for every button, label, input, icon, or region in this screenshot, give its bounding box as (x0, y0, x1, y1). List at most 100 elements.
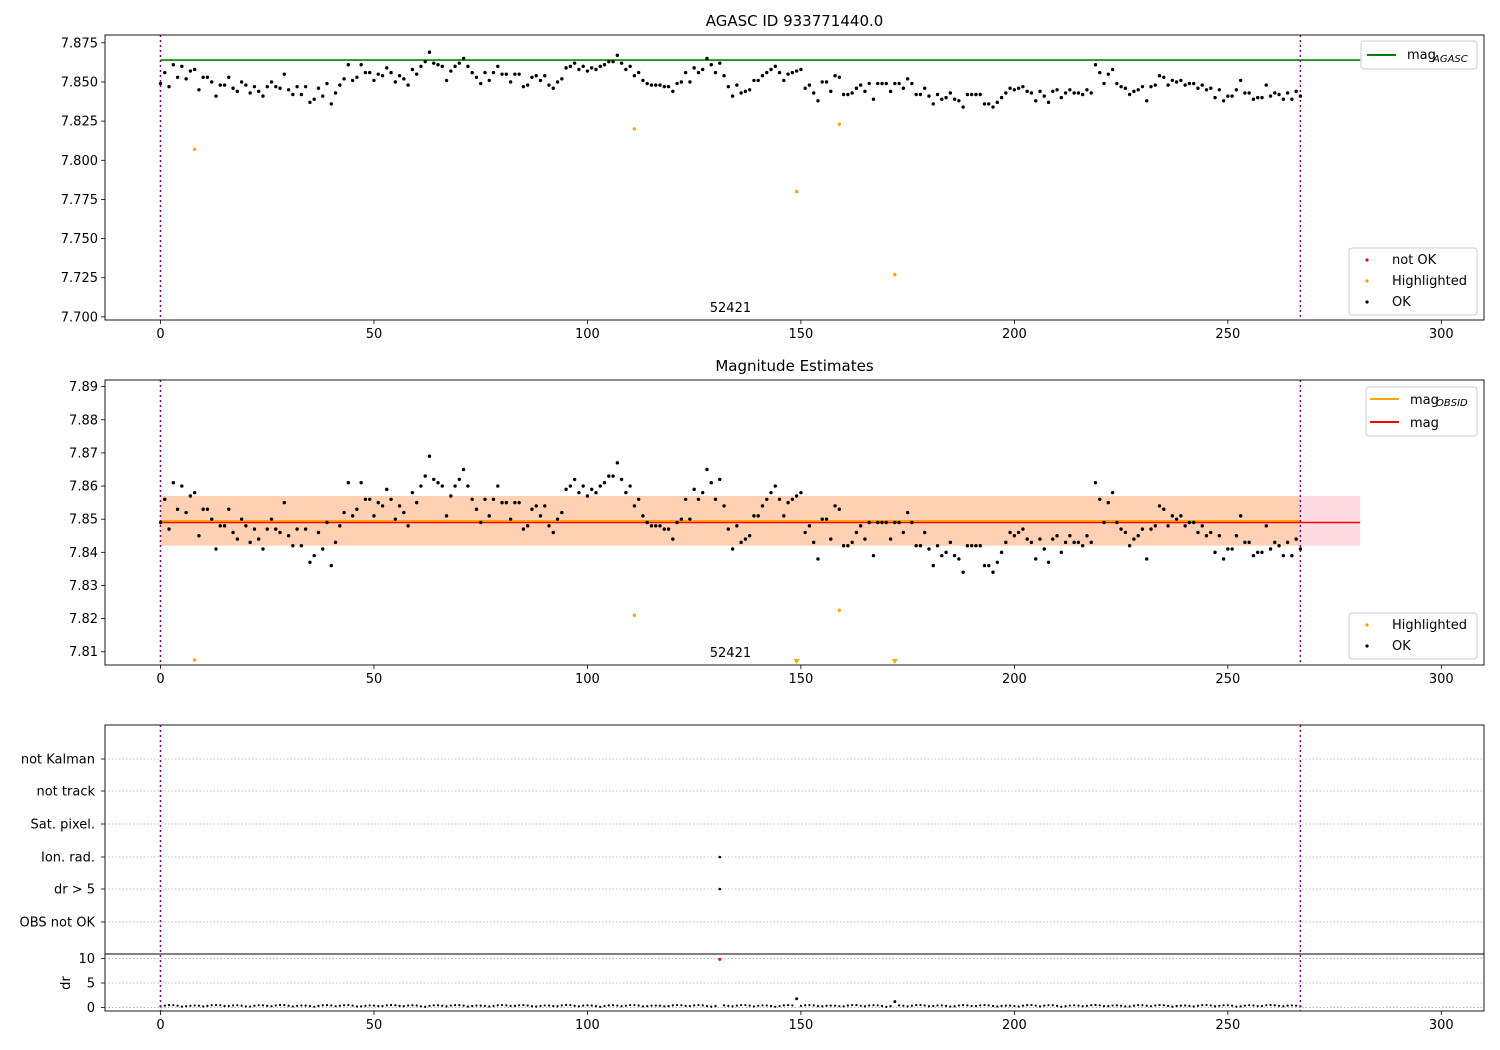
p2-xtick-label: 250 (1215, 672, 1240, 687)
p1-ok-point (594, 67, 598, 72)
p1-ok-point (1166, 83, 1170, 87)
p3-dr-point (727, 1004, 730, 1007)
p2-ok-point (765, 497, 769, 502)
p3-dr-highlight-point (893, 1000, 897, 1004)
p1-ok-point (380, 74, 385, 78)
p2-ytick-label: 7.84 (69, 546, 98, 561)
p2-ok-point (1085, 534, 1089, 538)
p1-ok-point (1025, 89, 1029, 94)
p3-dr-point (449, 1004, 452, 1007)
p2-ok-point (1162, 507, 1166, 511)
p1-ok-point (760, 74, 765, 78)
p2-ok-point (846, 543, 850, 548)
p1-ok-point (261, 94, 265, 98)
p1-xtick-label: 0 (156, 327, 164, 342)
p1-ok-point (927, 94, 931, 98)
p1-ok-point (1038, 89, 1042, 94)
p3-dr-point (658, 1004, 662, 1007)
p3-dr-point (1188, 1004, 1191, 1007)
p2-ok-point (705, 467, 709, 472)
p3-dr-point (786, 1004, 790, 1007)
p3-dr-point (330, 1004, 333, 1007)
p2-ok-point (995, 560, 999, 564)
p2-ok-point (1226, 547, 1230, 551)
p2-ok-point (935, 543, 940, 548)
p3-dr-point (441, 1004, 444, 1007)
p2-ok-point (256, 537, 261, 541)
p1-ok-point (479, 81, 483, 86)
p3-dr-point (701, 1004, 704, 1007)
p2-ok-point (722, 504, 726, 508)
p2-ok-point (171, 481, 176, 485)
p1-ok-point (265, 84, 269, 89)
p3-dr-point (923, 1004, 926, 1007)
p3-dr-point (564, 1003, 568, 1007)
p2-ok-point (1063, 540, 1068, 545)
p2-ok-point (530, 507, 534, 511)
p2-ok-point (624, 490, 628, 495)
p2-ok-point (376, 500, 380, 505)
p1-ok-point (551, 86, 555, 90)
p3-dr-point (398, 1004, 401, 1007)
p2-ok-point (547, 524, 551, 528)
p2-title: Magnitude Estimates (715, 357, 873, 375)
p1-ok-point (688, 80, 692, 84)
p1-ok-point (1021, 84, 1025, 89)
p3-dr-point (611, 1004, 615, 1007)
p1-ok-point (1119, 84, 1123, 89)
p2-ok-point (1238, 514, 1243, 518)
p1-ok-point (1213, 95, 1217, 100)
p1-ok-point (1098, 70, 1102, 75)
p2-ok-point (726, 527, 731, 531)
p1-ok-point (231, 86, 235, 90)
p2-ok-point (350, 514, 355, 518)
p2-ok-point (355, 507, 359, 511)
p2-ytick-label: 7.88 (69, 413, 98, 428)
p1-legend-label: OK (1392, 295, 1411, 310)
p3-xtick-label: 200 (1002, 1018, 1027, 1033)
p2-ok-point (210, 517, 214, 521)
p1-ok-point (923, 86, 927, 90)
p2-ok-point (184, 510, 188, 515)
p1-ok-point (504, 72, 509, 76)
p2-ok-point (479, 520, 483, 525)
p3-dr-point (483, 1004, 487, 1007)
p1-ok-point (513, 72, 517, 76)
p2-ytick-label: 7.89 (69, 380, 98, 395)
p2-ok-point (901, 530, 906, 535)
p2-ok-point (449, 494, 453, 498)
p3-dr-point (407, 1004, 410, 1007)
p1-ok-point (1110, 67, 1115, 72)
p3-dr-point (287, 1004, 290, 1007)
p2-ok-point (572, 477, 577, 482)
p3-dr-point (240, 1004, 243, 1007)
p1-ok-point (274, 84, 278, 89)
p1-ok-point (615, 53, 620, 58)
p1-ok-point (1230, 94, 1234, 98)
p1-ok-point (619, 61, 624, 65)
p3-dr-point (974, 1004, 978, 1008)
p2-highlighted-point (192, 658, 197, 662)
p3-dr-point (791, 1004, 794, 1007)
p2-ok-point (299, 543, 304, 548)
p3-dr-point (944, 1004, 948, 1007)
p3-xtick-label: 100 (575, 1018, 600, 1033)
p3-dr-point (979, 1004, 982, 1007)
p3-dr-point (573, 1004, 576, 1007)
p1-highlighted-point (794, 189, 799, 194)
p1-ok-point (163, 70, 167, 75)
p1-ok-point (790, 70, 795, 75)
p1-ok-point (901, 86, 906, 90)
p2-highlighted-point (837, 608, 842, 613)
p3-dr-point (991, 1004, 995, 1008)
p1-ytick-label: 7.825 (61, 115, 98, 130)
p3-dr-point (1282, 1005, 1285, 1008)
p2-ok-point (252, 527, 257, 531)
p1-ok-point (1034, 99, 1038, 103)
p1-xtick-label: 100 (575, 327, 600, 342)
p1-ok-point (974, 92, 978, 97)
p2-legend-label: OK (1392, 639, 1411, 654)
p1-ytick-label: 7.775 (61, 193, 98, 208)
p3-dr-point (1286, 1004, 1289, 1007)
p2-ok-point (910, 520, 914, 525)
